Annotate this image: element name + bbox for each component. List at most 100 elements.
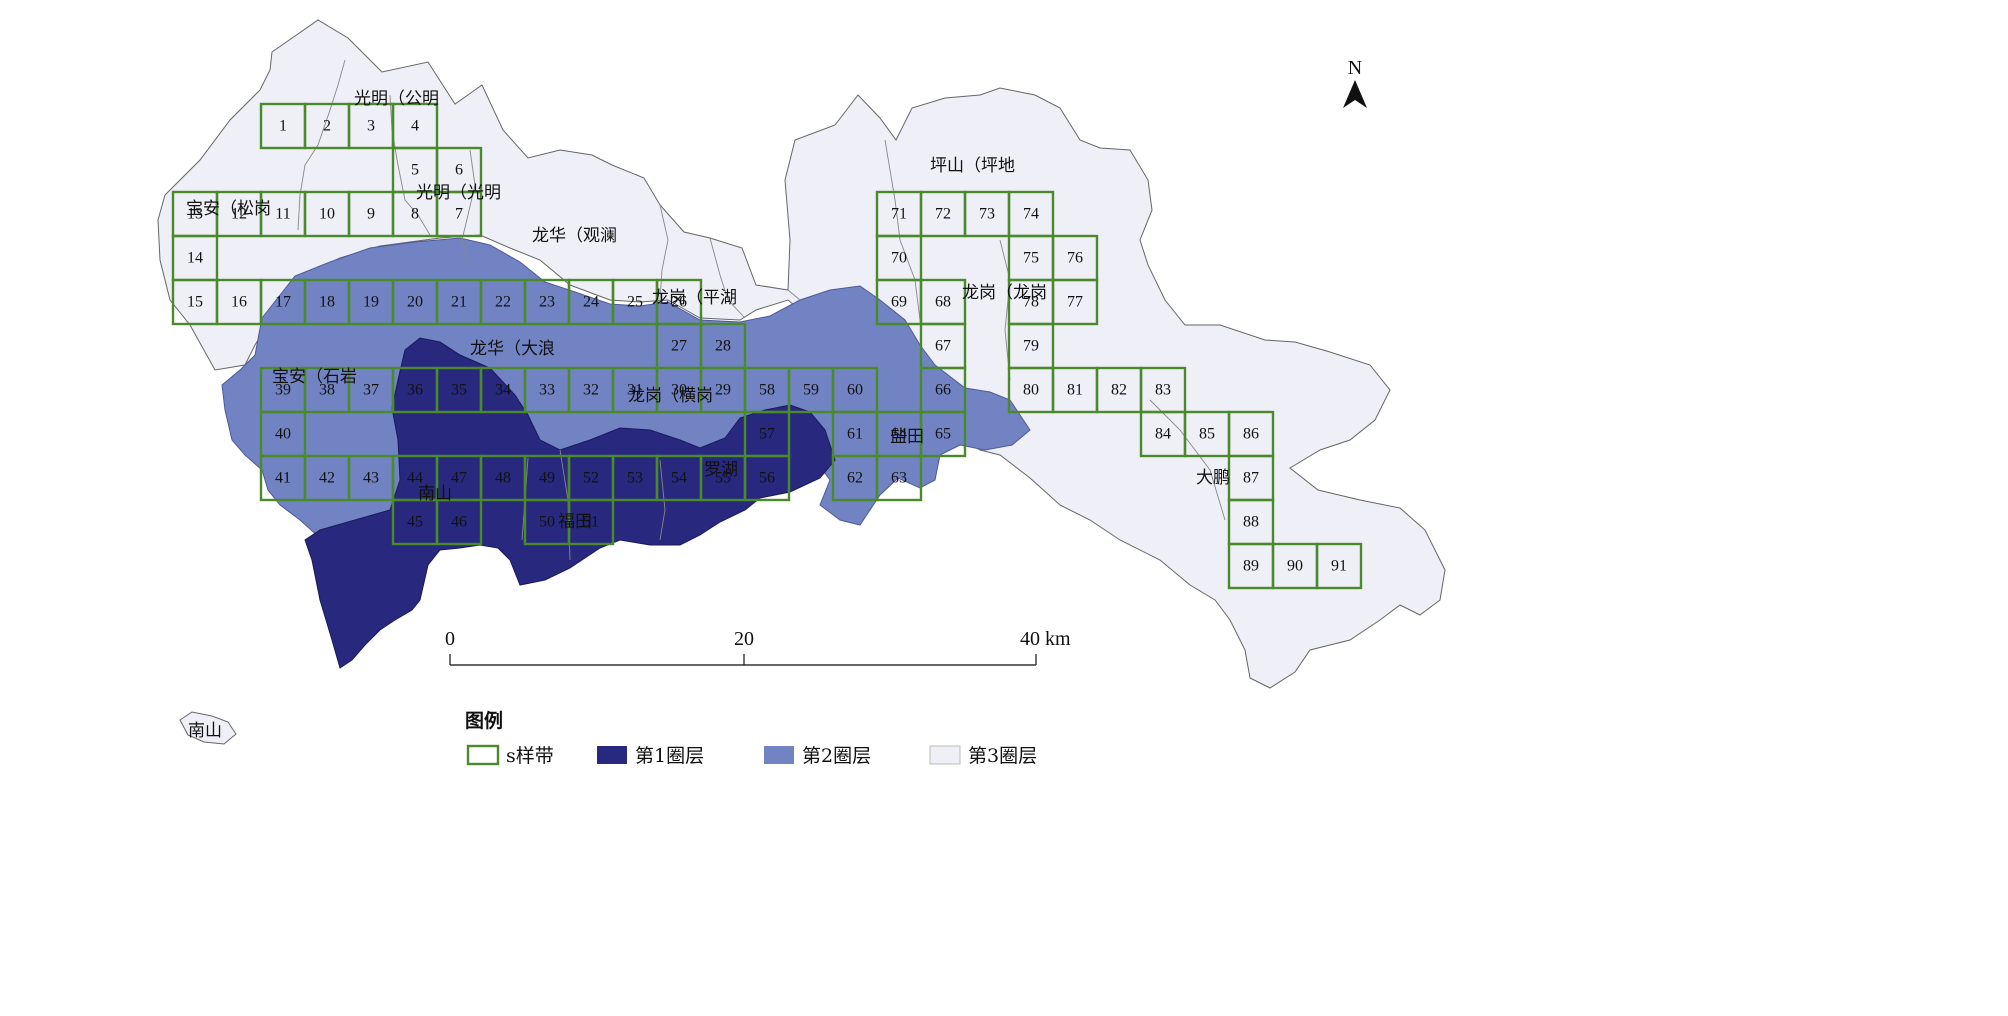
sample-cell-number: 85 (1199, 426, 1215, 443)
district-label: 坪山（坪地 (930, 156, 1015, 176)
sample-cell-box (1315, 542, 1363, 590)
sample-cell-number: 91 (1331, 558, 1347, 575)
sample-cell-number: 37 (363, 382, 379, 399)
sample-cell-number: 34 (495, 382, 511, 399)
sample-cell-box (435, 498, 483, 546)
legend-swatch-ring3 (929, 745, 961, 765)
north-arrow-icon (1343, 80, 1367, 108)
sample-cell-number: 76 (1067, 250, 1083, 267)
sample-cell-number: 29 (715, 382, 731, 399)
district-label: 宝安（松岗 (186, 199, 271, 219)
sample-cell-number: 4 (411, 118, 419, 135)
district-label: 盐田 (890, 427, 924, 447)
district-label: 龙岗（龙岗 (962, 283, 1047, 303)
sample-cell-number: 90 (1287, 558, 1303, 575)
sample-cell-number: 20 (407, 294, 423, 311)
sample-cell-number: 72 (935, 206, 951, 223)
sample-cell-number: 81 (1067, 382, 1083, 399)
sample-cell-box (567, 498, 615, 546)
sample-cell-number: 52 (583, 470, 599, 487)
district-label: 光明（公明 (354, 89, 439, 109)
sample-cell-number: 65 (935, 426, 951, 443)
sample-cell-number: 16 (231, 294, 247, 311)
north-label: N (1348, 57, 1362, 79)
sample-cell-number: 73 (979, 206, 995, 223)
sample-cell-number: 12 (231, 206, 247, 223)
scale-bar: 0 20 40 km (445, 628, 1071, 666)
scale-tick-label: 40 km (1020, 628, 1071, 650)
sample-cell-number: 47 (451, 470, 467, 487)
district-label: 福田 (558, 512, 592, 532)
sample-cell-number: 53 (627, 470, 643, 487)
sample-cell-number: 10 (319, 206, 335, 223)
sample-cell-number: 71 (891, 206, 907, 223)
sample-cell-number: 62 (847, 470, 863, 487)
sample-cell-number: 82 (1111, 382, 1127, 399)
sample-cell-number: 54 (671, 470, 687, 487)
sample-cell-number: 59 (803, 382, 819, 399)
sample-cell-number: 49 (539, 470, 555, 487)
sample-cell-number: 60 (847, 382, 863, 399)
sample-cell-number: 17 (275, 294, 291, 311)
sample-cell-number: 33 (539, 382, 555, 399)
sample-cell-number: 1 (279, 118, 287, 135)
sample-cell-number: 75 (1023, 250, 1039, 267)
legend-title: 图例 (465, 709, 503, 732)
sample-cell-number: 23 (539, 294, 555, 311)
sample-cell-number: 43 (363, 470, 379, 487)
sample-cell-number: 11 (275, 206, 290, 223)
sample-cell-number: 9 (367, 206, 375, 223)
legend-swatch-sample-band (466, 744, 500, 766)
district-label: 大鹏 (1196, 468, 1230, 488)
sample-cell-number: 7 (455, 206, 463, 223)
sample-cell-number: 79 (1023, 338, 1039, 355)
legend-label: s样带 (506, 745, 554, 767)
sample-cell-number: 77 (1067, 294, 1083, 311)
legend-label: 第2圈层 (802, 745, 871, 767)
sample-cell-number: 46 (451, 514, 467, 531)
sample-cell-number: 70 (891, 250, 907, 267)
sample-cell-number: 22 (495, 294, 511, 311)
sample-cell-number: 24 (583, 294, 599, 311)
sample-cell-number: 48 (495, 470, 511, 487)
sample-cell-number: 21 (451, 294, 467, 311)
sample-cell-number: 64 (891, 426, 907, 443)
district-label: 南山 (418, 484, 452, 504)
legend-swatch-ring1 (597, 746, 627, 764)
sample-cell-number: 15 (187, 294, 203, 311)
sample-cell-number: 68 (935, 294, 951, 311)
district-label: 龙岗（横岗 (628, 386, 713, 406)
district-label: 龙岗（平湖 (652, 288, 737, 308)
legend-label: 第3圈层 (968, 745, 1037, 767)
sample-cell-number: 40 (275, 426, 291, 443)
sample-cell-number: 66 (935, 382, 951, 399)
sample-cell-number: 18 (319, 294, 335, 311)
sample-cell-number: 67 (935, 338, 951, 355)
sample-cell-number: 89 (1243, 558, 1259, 575)
sample-cell-number: 84 (1155, 426, 1171, 443)
sample-cell-number: 27 (671, 338, 687, 355)
sample-cell-number: 26 (671, 294, 687, 311)
north-arrow: N (1343, 57, 1367, 108)
sample-cell-number: 35 (451, 382, 467, 399)
district-label: 罗湖 (704, 460, 738, 480)
sample-cell-number: 69 (891, 294, 907, 311)
sample-cell-number: 3 (367, 118, 375, 135)
sample-cell-number: 80 (1023, 382, 1039, 399)
sample-cell-number: 55 (715, 470, 731, 487)
sample-cell-number: 56 (759, 470, 775, 487)
legend-label: 第1圈层 (635, 745, 704, 767)
sample-cell-number: 50 (539, 514, 555, 531)
sample-cell-number: 51 (583, 514, 599, 531)
sample-cell-number: 13 (187, 206, 203, 223)
sample-cell-number: 41 (275, 470, 291, 487)
sample-cell-number: 63 (891, 470, 907, 487)
sample-cell-number: 25 (627, 294, 643, 311)
sample-cell-number: 61 (847, 426, 863, 443)
sample-cell-number: 74 (1023, 206, 1039, 223)
sample-cell-number: 36 (407, 382, 423, 399)
district-label: 南山 (188, 721, 222, 741)
district-label: 龙华（大浪 (470, 339, 555, 359)
